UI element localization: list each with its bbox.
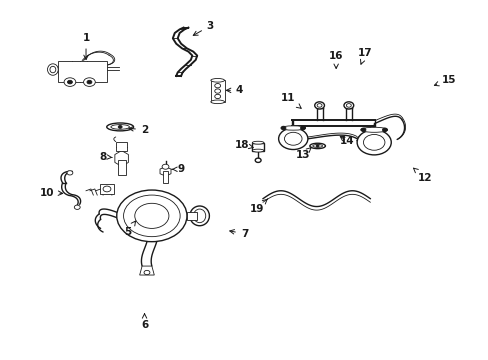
Circle shape	[64, 78, 76, 86]
Bar	[210, 80, 224, 102]
Ellipse shape	[309, 143, 325, 149]
Circle shape	[67, 171, 73, 175]
Circle shape	[278, 128, 307, 149]
Polygon shape	[115, 150, 128, 166]
Text: 7: 7	[229, 229, 248, 239]
Text: 8: 8	[99, 152, 112, 162]
Circle shape	[214, 84, 220, 88]
Ellipse shape	[111, 125, 129, 129]
Circle shape	[103, 186, 111, 192]
Circle shape	[74, 205, 80, 210]
Text: 5: 5	[123, 221, 135, 237]
Ellipse shape	[360, 127, 387, 132]
Ellipse shape	[189, 206, 209, 226]
Polygon shape	[140, 266, 154, 275]
Circle shape	[343, 102, 353, 109]
Ellipse shape	[106, 123, 133, 131]
Ellipse shape	[252, 149, 264, 152]
Circle shape	[255, 158, 261, 162]
Bar	[162, 171, 168, 183]
Circle shape	[346, 104, 350, 107]
Circle shape	[382, 128, 386, 132]
Circle shape	[317, 104, 322, 107]
Text: 3: 3	[193, 21, 214, 35]
Polygon shape	[160, 167, 171, 176]
Text: 2: 2	[129, 125, 148, 135]
Text: 17: 17	[357, 48, 372, 64]
Circle shape	[162, 164, 168, 169]
Text: 10: 10	[40, 188, 62, 198]
Circle shape	[363, 134, 384, 150]
Ellipse shape	[193, 209, 205, 223]
Bar	[118, 160, 125, 175]
Text: 15: 15	[433, 75, 456, 86]
Circle shape	[281, 126, 285, 130]
Text: 19: 19	[249, 199, 267, 214]
Circle shape	[314, 102, 324, 109]
Text: 11: 11	[281, 93, 301, 108]
Circle shape	[83, 78, 95, 86]
Text: 13: 13	[295, 147, 311, 160]
Circle shape	[123, 195, 180, 237]
Text: 1: 1	[82, 33, 89, 60]
Ellipse shape	[252, 141, 264, 144]
Text: 14: 14	[339, 136, 353, 146]
Ellipse shape	[281, 126, 305, 130]
Circle shape	[135, 203, 168, 228]
Ellipse shape	[210, 78, 224, 82]
Text: 12: 12	[413, 168, 431, 183]
Circle shape	[356, 130, 390, 155]
Text: 4: 4	[226, 85, 243, 95]
Circle shape	[67, 80, 72, 84]
Polygon shape	[58, 60, 106, 82]
Ellipse shape	[210, 100, 224, 104]
Text: 9: 9	[172, 164, 184, 174]
Circle shape	[87, 80, 92, 84]
Circle shape	[360, 128, 365, 132]
Circle shape	[117, 190, 186, 242]
Circle shape	[144, 270, 150, 275]
Circle shape	[214, 94, 220, 99]
Circle shape	[214, 89, 220, 93]
Text: 18: 18	[234, 140, 253, 150]
Circle shape	[118, 126, 122, 129]
Circle shape	[284, 132, 302, 145]
Polygon shape	[100, 184, 114, 194]
Circle shape	[300, 126, 305, 130]
Ellipse shape	[47, 64, 58, 75]
Ellipse shape	[312, 144, 322, 147]
Circle shape	[316, 145, 319, 147]
Text: 16: 16	[328, 51, 343, 68]
Ellipse shape	[50, 66, 56, 73]
Bar	[252, 143, 264, 150]
Bar	[186, 212, 196, 220]
Bar	[116, 141, 127, 150]
Text: 6: 6	[141, 314, 148, 330]
